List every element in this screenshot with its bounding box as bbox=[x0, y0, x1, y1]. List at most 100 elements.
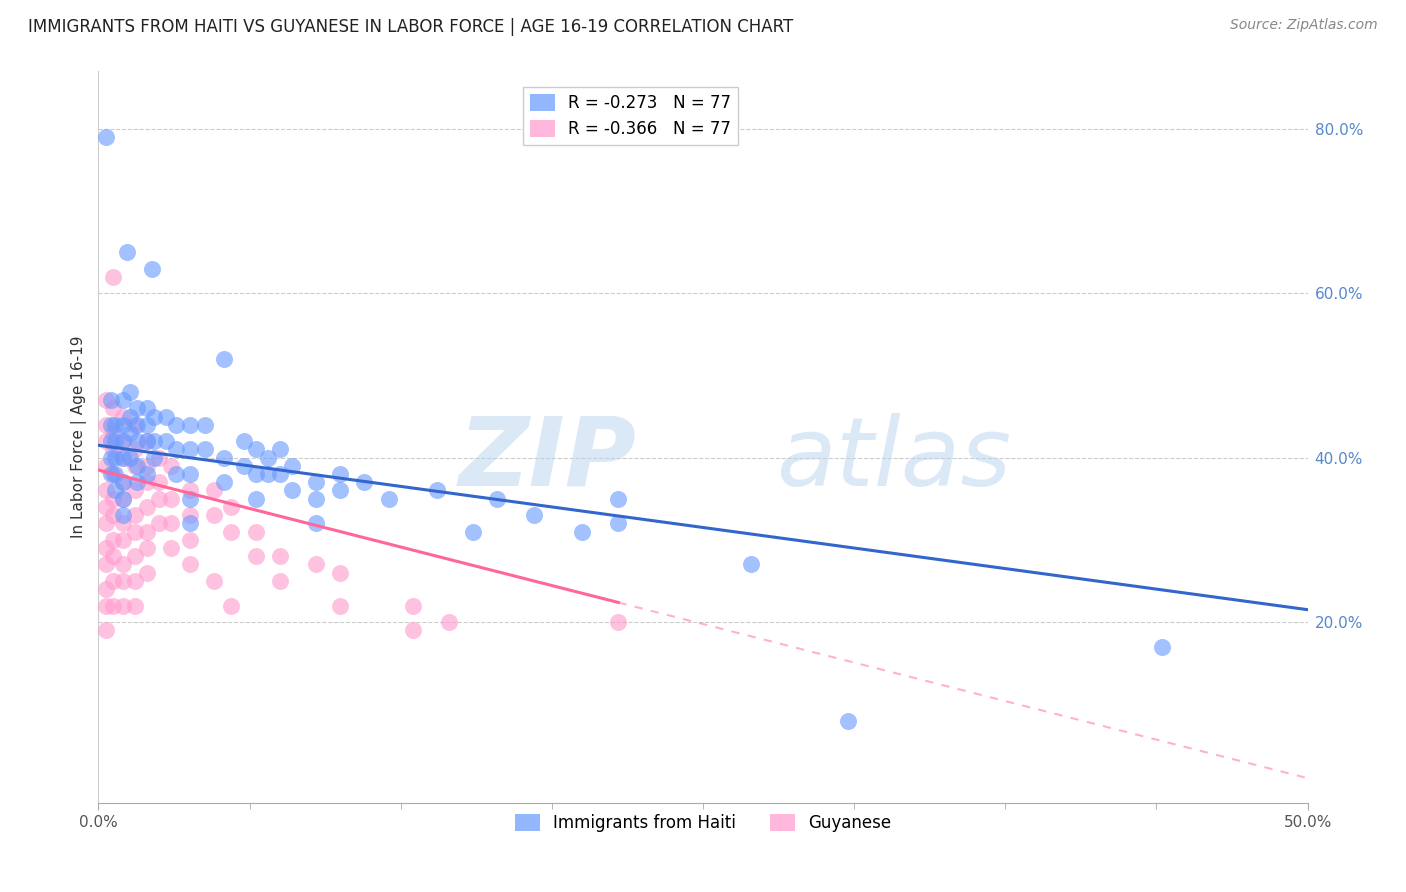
Point bbox=[740, 558, 762, 572]
Point bbox=[269, 549, 291, 564]
Point bbox=[837, 714, 859, 728]
Point bbox=[221, 500, 243, 514]
Point bbox=[305, 516, 328, 531]
Point bbox=[245, 549, 267, 564]
Point bbox=[426, 483, 449, 498]
Point bbox=[101, 549, 124, 564]
Point bbox=[118, 409, 141, 424]
Point bbox=[118, 384, 141, 399]
Point bbox=[94, 541, 117, 555]
Point bbox=[148, 491, 170, 506]
Point bbox=[281, 483, 304, 498]
Point bbox=[143, 450, 166, 465]
Point bbox=[160, 491, 183, 506]
Point bbox=[94, 558, 117, 572]
Point bbox=[221, 599, 243, 613]
Point bbox=[179, 508, 201, 523]
Point bbox=[127, 417, 149, 432]
Point bbox=[135, 417, 157, 432]
Point bbox=[212, 450, 235, 465]
Point bbox=[101, 574, 124, 588]
Point bbox=[402, 624, 425, 638]
Point bbox=[104, 467, 127, 481]
Y-axis label: In Labor Force | Age 16-19: In Labor Force | Age 16-19 bbox=[72, 335, 87, 539]
Point bbox=[104, 417, 127, 432]
Point bbox=[269, 574, 291, 588]
Point bbox=[124, 549, 146, 564]
Point bbox=[179, 483, 201, 498]
Point bbox=[204, 508, 226, 523]
Legend: Immigrants from Haiti, Guyanese: Immigrants from Haiti, Guyanese bbox=[509, 807, 897, 838]
Point bbox=[232, 458, 254, 473]
Point bbox=[100, 393, 122, 408]
Point bbox=[124, 524, 146, 539]
Point bbox=[143, 409, 166, 424]
Point bbox=[143, 434, 166, 449]
Point bbox=[179, 442, 201, 457]
Point bbox=[141, 261, 163, 276]
Point bbox=[256, 450, 278, 465]
Point bbox=[111, 475, 134, 490]
Point bbox=[179, 417, 201, 432]
Point bbox=[111, 508, 134, 523]
Point bbox=[179, 516, 201, 531]
Point bbox=[155, 434, 177, 449]
Point bbox=[111, 409, 134, 424]
Point bbox=[135, 434, 157, 449]
Point bbox=[111, 491, 134, 506]
Point bbox=[148, 516, 170, 531]
Point bbox=[135, 524, 157, 539]
Point bbox=[135, 566, 157, 580]
Point bbox=[101, 425, 124, 440]
Point bbox=[221, 524, 243, 539]
Point bbox=[212, 475, 235, 490]
Point bbox=[111, 533, 134, 547]
Point bbox=[1152, 640, 1174, 654]
Text: Source: ZipAtlas.com: Source: ZipAtlas.com bbox=[1230, 18, 1378, 32]
Point bbox=[124, 442, 146, 457]
Point bbox=[212, 351, 235, 366]
Point bbox=[111, 393, 134, 408]
Point bbox=[194, 417, 217, 432]
Point bbox=[165, 467, 187, 481]
Point bbox=[101, 491, 124, 506]
Point bbox=[94, 483, 117, 498]
Point bbox=[94, 417, 117, 432]
Point bbox=[111, 475, 134, 490]
Point bbox=[245, 467, 267, 481]
Point bbox=[269, 467, 291, 481]
Point bbox=[118, 425, 141, 440]
Point bbox=[571, 524, 593, 539]
Point bbox=[111, 516, 134, 531]
Point bbox=[353, 475, 375, 490]
Point bbox=[94, 582, 117, 596]
Point bbox=[377, 491, 399, 506]
Point bbox=[117, 245, 139, 260]
Point bbox=[124, 508, 146, 523]
Point bbox=[281, 458, 304, 473]
Point bbox=[165, 442, 187, 457]
Point bbox=[204, 574, 226, 588]
Point bbox=[101, 269, 124, 284]
Point bbox=[101, 467, 124, 481]
Point bbox=[111, 434, 134, 449]
Point bbox=[100, 450, 122, 465]
Point bbox=[155, 409, 177, 424]
Point bbox=[101, 508, 124, 523]
Point bbox=[101, 533, 124, 547]
Point bbox=[135, 467, 157, 481]
Point bbox=[463, 524, 485, 539]
Point bbox=[179, 558, 201, 572]
Point bbox=[94, 393, 117, 408]
Point bbox=[94, 516, 117, 531]
Point bbox=[94, 434, 117, 449]
Point bbox=[100, 417, 122, 432]
Point bbox=[135, 541, 157, 555]
Point bbox=[111, 450, 134, 465]
Point bbox=[127, 434, 149, 449]
Point bbox=[179, 491, 201, 506]
Point bbox=[127, 458, 149, 473]
Text: IMMIGRANTS FROM HAITI VS GUYANESE IN LABOR FORCE | AGE 16-19 CORRELATION CHART: IMMIGRANTS FROM HAITI VS GUYANESE IN LAB… bbox=[28, 18, 793, 36]
Point bbox=[111, 450, 134, 465]
Point bbox=[165, 417, 187, 432]
